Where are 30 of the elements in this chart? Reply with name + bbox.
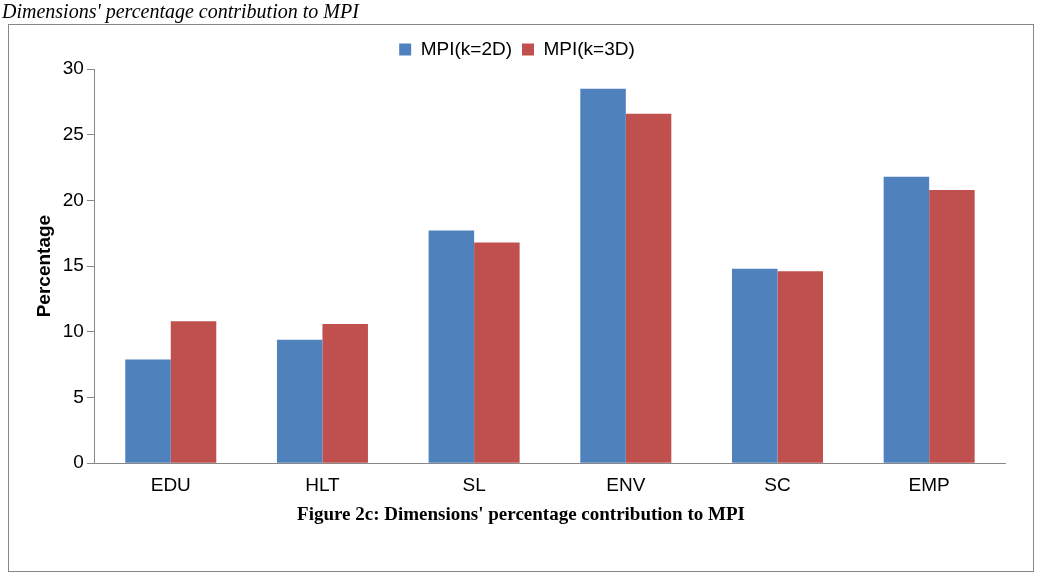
x-tick-label: EDU — [150, 473, 191, 495]
bar — [883, 176, 930, 463]
y-tick-label: 0 — [73, 451, 84, 473]
bar — [731, 268, 778, 463]
bar — [580, 88, 626, 463]
caption: Figure 2c: Dimensions' percentage contribution to MPI — [296, 503, 746, 525]
y-tick-label: 30 — [62, 57, 84, 79]
y-tick-label: 20 — [62, 188, 84, 210]
bar — [929, 189, 975, 463]
y-tick-label: 25 — [62, 122, 84, 144]
bar — [474, 242, 520, 463]
x-tick-label: ENV — [606, 473, 646, 495]
bar — [625, 113, 672, 463]
bar — [125, 359, 171, 463]
y-tick-label: 15 — [62, 254, 84, 276]
y-tick-label: 5 — [73, 385, 84, 407]
x-tick-label: HLT — [305, 473, 341, 495]
bar — [428, 230, 475, 463]
y-tick-label: 10 — [62, 320, 84, 342]
x-tick-label: SL — [462, 473, 486, 495]
y-axis-title: Percentage — [32, 214, 54, 318]
bar — [276, 339, 323, 463]
bar — [777, 271, 823, 463]
bar — [170, 321, 217, 463]
legend-label: MPI(k=3D) — [543, 37, 635, 59]
x-tick-label: SC — [764, 473, 791, 495]
legend-label: MPI(k=2D) — [420, 37, 513, 59]
bar — [322, 323, 368, 463]
x-tick-label: EMP — [908, 473, 950, 495]
chart-title: Dimensions' percentage contribution to MPI — [2, 0, 359, 22]
